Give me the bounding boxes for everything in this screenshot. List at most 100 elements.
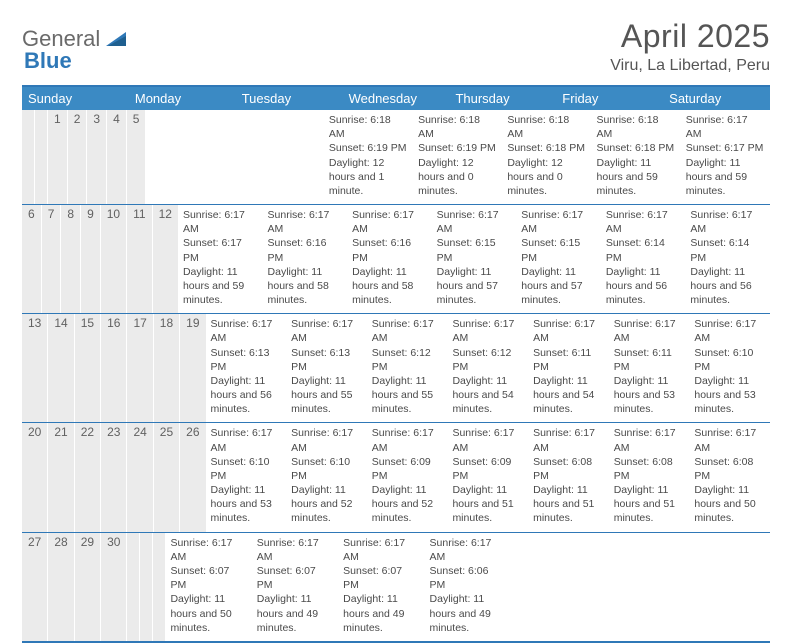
day-content: Sunrise: 6:17 AMSunset: 6:14 PMDaylight:… <box>685 205 770 313</box>
daynum: 23 <box>101 423 127 531</box>
sunrise-line: Sunrise: 6:17 AM <box>372 427 434 453</box>
dayheader: Wednesday <box>343 87 450 110</box>
daylight-line: Daylight: 11 hours and 57 minutes. <box>521 266 582 306</box>
sunset-line: Sunset: 6:15 PM <box>521 237 580 263</box>
daynum: 5 <box>127 110 146 204</box>
day-content <box>511 533 597 641</box>
daylight-line: Daylight: 11 hours and 54 minutes. <box>533 375 594 415</box>
daynum: 19 <box>180 314 205 422</box>
sunrise-line: Sunrise: 6:17 AM <box>430 537 492 563</box>
daynum: 15 <box>75 314 101 422</box>
daynum: 7 <box>42 205 62 313</box>
sunrise-line: Sunrise: 6:17 AM <box>614 427 676 453</box>
day-content: Sunrise: 6:17 AMSunset: 6:15 PMDaylight:… <box>432 205 517 313</box>
sunrise-line: Sunrise: 6:17 AM <box>211 427 273 453</box>
week: 6789101112 Sunrise: 6:17 AM Sunset: 6:17 P… <box>22 205 770 314</box>
day-content: Sunrise: 6:17 AMSunset: 6:09 PMDaylight:… <box>447 423 528 531</box>
daylight-line: Daylight: 11 hours and 53 minutes. <box>694 375 755 415</box>
sunset-line: Sunset: 6:17 PM <box>183 237 242 263</box>
daynum: 8 <box>61 205 81 313</box>
day-content: Sunrise: 6:17 AMSunset: 6:14 PMDaylight:… <box>601 205 686 313</box>
daynum-row: 6789101112 <box>22 205 178 313</box>
daylight-line: Daylight: 11 hours and 49 minutes. <box>430 593 491 633</box>
day-content: Sunrise: 6:17 AM Sunset: 6:08 PMDaylight:… <box>609 423 690 531</box>
sunset-line: Sunset: 6:07 PM <box>170 565 229 591</box>
dayheader: Friday <box>556 87 663 110</box>
sunrise-line: Sunrise: 6:17 AM <box>694 427 756 453</box>
sunset-line: Sunset: 6:19 PM <box>329 142 407 154</box>
daynum <box>22 110 35 204</box>
sunrise-line: Sunrise: 6:17 AM <box>452 427 514 453</box>
week: 12345Sunrise: 6:18 AMSunset: 6:19 PMDayl… <box>22 110 770 205</box>
sunrise-line: Sunrise: 6:17 AM <box>170 537 232 563</box>
daylight-line: Daylight: 11 hours and 57 minutes. <box>437 266 498 306</box>
sunset-line: Sunset: 6:14 PM <box>606 237 665 263</box>
daylight-line: Daylight: 11 hours and 59 minutes. <box>183 266 244 306</box>
day-content <box>235 110 324 204</box>
sunset-line: Sunset: 6:10 PM <box>694 347 753 373</box>
title-block: April 2025 Viru, La Libertad, Peru <box>610 18 770 75</box>
sunset-line: Sunset: 6:11 PM <box>533 347 591 373</box>
daynum-row: 13141516171819 <box>22 314 206 422</box>
sunset-line: Sunset: 6:11 PM <box>614 347 672 373</box>
daynum: 16 <box>101 314 127 422</box>
sunset-line: Sunset: 6:09 PM <box>372 456 431 482</box>
day-content: Sunrise: 6:17 AMSunset: 6:17 PMDaylight:… <box>178 205 263 313</box>
daynum: 27 <box>22 533 48 641</box>
day-content: Sunrise: 6:17 AMSunset: 6:15 PMDaylight:… <box>516 205 601 313</box>
dayheader: Monday <box>129 87 236 110</box>
daynum: 22 <box>75 423 101 531</box>
daynum: 18 <box>154 314 180 422</box>
daynum: 13 <box>22 314 48 422</box>
daynum: 29 <box>75 533 101 641</box>
sunset-line: Sunset: 6:13 PM <box>291 347 350 373</box>
day-content: Sunrise: 6:17 AMSunset: 6:17 PMDaylight:… <box>681 110 770 204</box>
sunrise-line: Sunrise: 6:17 AM <box>452 318 514 344</box>
daylight-line: Daylight: 11 hours and 53 minutes. <box>211 484 272 524</box>
day-content: Sunrise: 6:17 AMSunset: 6:09 PMDaylight:… <box>367 423 448 531</box>
content-row: Sunrise: 6:17 AM Sunset: 6:17 PM Daylight:… <box>178 205 770 313</box>
daynum: 25 <box>154 423 180 531</box>
sunset-line: Sunset: 6:19 PM <box>418 142 496 154</box>
sunrise-line: Sunrise: 6:17 AM <box>343 537 405 563</box>
sunset-line: Sunset: 6:07 PM <box>343 565 402 591</box>
sunset-line: Sunset: 6:13 PM <box>211 347 270 373</box>
sunset-line: Sunset: 6:16 PM <box>352 237 411 263</box>
daynum: 21 <box>48 423 74 531</box>
sunrise-line: Sunrise: 6:17 AM <box>614 318 676 344</box>
daynum: 26 <box>180 423 205 531</box>
daylight-line: Daylight: 11 hours and 56 minutes. <box>690 266 751 306</box>
daynum: 17 <box>127 314 153 422</box>
daylight-line: Daylight: 11 hours and 59 minutes. <box>597 157 658 197</box>
sunset-line: Sunset: 6:15 PM <box>437 237 496 263</box>
sunset-line: Sunset: 6:06 PM <box>430 565 489 591</box>
daylight-line: Daylight: 11 hours and 51 minutes. <box>614 484 675 524</box>
day-content: Sunrise: 6:17 AMSunset: 6:13 PMDaylight:… <box>286 314 367 422</box>
sunrise-line: Sunrise: 6:17 AM <box>694 318 756 344</box>
daylight-line: Daylight: 11 hours and 52 minutes. <box>291 484 352 524</box>
logo-word2: Blue <box>24 48 72 74</box>
sunrise-line: Sunrise: 6:17 AM <box>291 318 353 344</box>
day-content <box>145 110 234 204</box>
day-content: Sunrise: 6:17 AMSunset: 6:11 PMDaylight:… <box>528 314 609 422</box>
day-content: Sunrise: 6:17 AMSunset: 6:07 PMDaylight:… <box>252 533 338 641</box>
daylight-line: Daylight: 11 hours and 58 minutes. <box>268 266 329 306</box>
content-row: Sunrise: 6:17 AM Sunset: 6:13 PM Daylight:… <box>206 314 770 422</box>
daylight-line: Daylight: 11 hours and 50 minutes. <box>694 484 755 524</box>
daynum: 11 <box>127 205 152 313</box>
day-content: Sunrise: 6:17 AMSunset: 6:16 PM Daylight:… <box>347 205 432 313</box>
day-content: Sunrise: 6:17 AM Sunset: 6:10 PMDaylight:… <box>689 314 770 422</box>
daylight-line: Daylight: 12 hours and 0 minutes. <box>418 157 473 197</box>
sunrise-line: Sunrise: 6:18 AM <box>329 114 391 140</box>
sunset-line: Sunset: 6:08 PM <box>614 456 673 482</box>
week: 27282930Sunrise: 6:17 AMSunset: 6:07 PMD… <box>22 533 770 643</box>
day-content: Sunrise: 6:17 AMSunset: 6:13 PMDaylight:… <box>206 314 287 422</box>
sunrise-line: Sunrise: 6:17 AM <box>372 318 434 344</box>
day-content: Sunrise: 6:18 AMSunset: 6:19 PMDaylight:… <box>413 110 502 204</box>
day-content: Sunrise: 6:17 AMSunset: 6:11 PMDaylight:… <box>609 314 690 422</box>
header: General April 2025 Viru, La Libertad, Pe… <box>22 18 770 75</box>
calendar: Sunday Monday Tuesday Wednesday Thursday… <box>22 85 770 643</box>
sunrise-line: Sunrise: 6:17 AM <box>352 209 414 235</box>
daylight-line: Daylight: 11 hours and 50 minutes. <box>170 593 231 633</box>
daylight-line: Daylight: 11 hours and 58 minutes. <box>352 266 413 306</box>
